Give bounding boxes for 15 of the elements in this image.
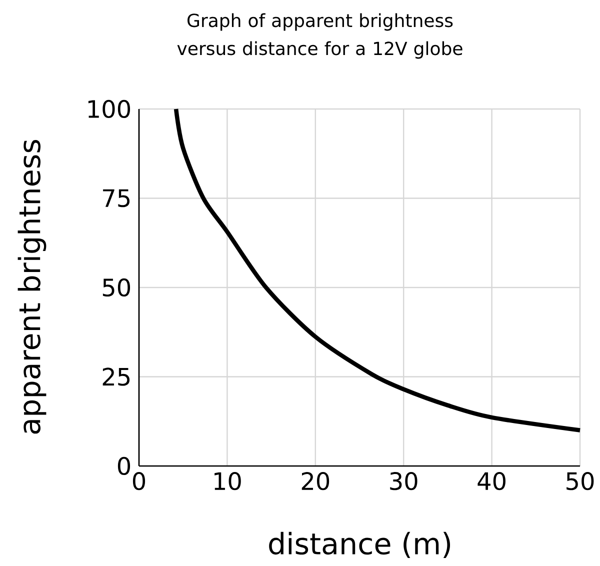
y-axis-title: apparent brightness [18, 140, 46, 434]
x-tick-label: 30 [390, 472, 418, 490]
line-series [174, 106, 582, 432]
y-tick-label: 25 [102, 368, 130, 386]
y-tick-label: 0 [118, 456, 130, 476]
y-tick-label: 100 [88, 100, 130, 118]
x-tick-label: 40 [478, 472, 506, 490]
x-tick-label: 0 [132, 472, 146, 490]
x-tick-label: 20 [302, 472, 330, 490]
x-tick-label: 10 [214, 472, 241, 490]
x-tick-label: 50 [566, 472, 594, 490]
chart-title: Graph of apparent brightness versus distance for a 12V globe [177, 13, 462, 59]
y-tick-label: 50 [102, 278, 130, 297]
x-axis-title: distance (m) [269, 532, 450, 558]
y-tick-label: 75 [103, 189, 130, 208]
